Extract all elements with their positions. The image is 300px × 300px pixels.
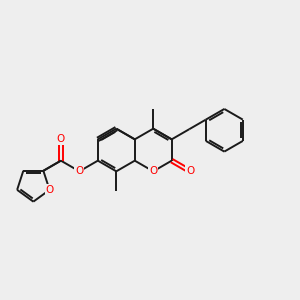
Text: O: O [186,166,194,176]
Text: O: O [57,134,65,144]
Text: O: O [75,166,83,176]
Text: O: O [149,166,158,176]
Text: O: O [45,185,54,195]
